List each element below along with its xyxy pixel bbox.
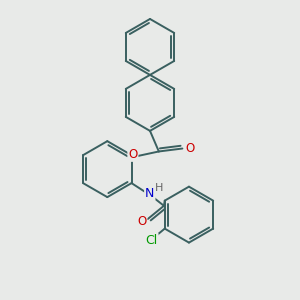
Text: Cl: Cl	[145, 234, 158, 247]
Text: O: O	[128, 148, 137, 161]
Text: N: N	[145, 187, 154, 200]
Text: O: O	[137, 215, 146, 229]
Text: H: H	[155, 183, 163, 193]
Text: O: O	[185, 142, 194, 155]
